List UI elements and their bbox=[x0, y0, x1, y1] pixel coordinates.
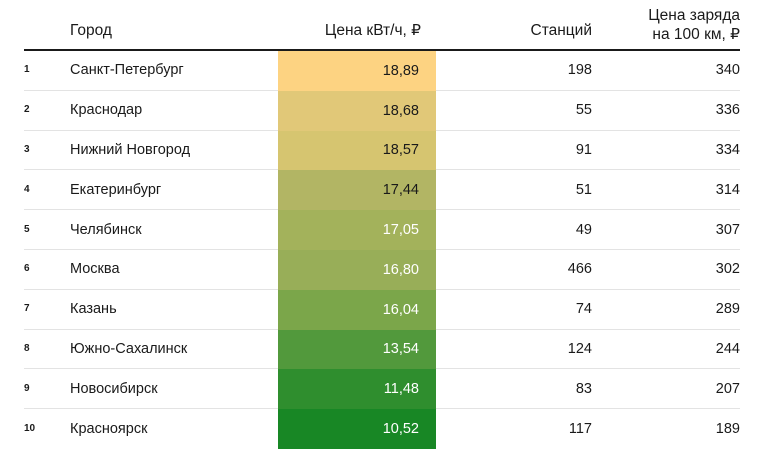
row-price: 17,05 bbox=[382, 222, 419, 239]
row-stations: 198 bbox=[567, 62, 592, 79]
table-row: 7 Казань 16,04 74 289 bbox=[24, 289, 740, 330]
table-row: 8 Южно-Сахалинск 13,54 124 244 bbox=[24, 329, 740, 370]
table-body: 1 Санкт-Петербург 18,89 198 340 2 Краснодар 18,… bbox=[24, 51, 740, 449]
row-stations: 117 bbox=[568, 420, 592, 437]
row-rank: 8 bbox=[24, 342, 30, 354]
row-price: 18,68 bbox=[382, 102, 419, 119]
row-charge-cost: 302 bbox=[715, 261, 740, 278]
row-city: Санкт-Петербург bbox=[70, 62, 184, 79]
row-stations: 49 bbox=[575, 221, 592, 238]
row-price: 11,48 bbox=[383, 381, 419, 398]
price-heat-cell: 10,52 bbox=[278, 409, 436, 449]
row-price: 16,80 bbox=[382, 261, 419, 278]
row-stations: 55 bbox=[575, 102, 592, 119]
row-price: 17,44 bbox=[382, 182, 419, 199]
row-price: 16,04 bbox=[382, 301, 419, 318]
table-row: 5 Челябинск 17,05 49 307 bbox=[24, 210, 740, 250]
price-heat-cell: 13,54 bbox=[278, 329, 436, 370]
price-heat-cell: 16,04 bbox=[278, 289, 436, 330]
row-stations: 83 bbox=[575, 380, 592, 397]
row-rank: 2 bbox=[24, 104, 30, 116]
header-charge-line2: на 100 км, ₽ bbox=[652, 26, 740, 43]
row-city: Южно-Сахалинск bbox=[70, 340, 188, 357]
row-stations: 91 bbox=[575, 141, 592, 158]
price-table: Город Цена кВт/ч, ₽ Станций Цена заряда … bbox=[24, 0, 740, 449]
row-charge-cost: 334 bbox=[715, 141, 740, 158]
header-price: Цена кВт/ч, ₽ bbox=[324, 22, 421, 39]
row-city: Новосибирск bbox=[70, 380, 158, 397]
row-rank: 3 bbox=[24, 143, 30, 155]
price-heat-cell: 18,89 bbox=[278, 51, 436, 91]
row-rank: 9 bbox=[24, 382, 30, 394]
row-charge-cost: 336 bbox=[715, 102, 740, 119]
row-rank: 4 bbox=[24, 183, 30, 195]
row-price: 18,89 bbox=[382, 62, 419, 79]
header-charge-line1: Цена заряда bbox=[648, 7, 740, 24]
row-charge-cost: 189 bbox=[715, 420, 740, 437]
header-charge-cost: Цена заряда на 100 км, ₽ bbox=[648, 6, 740, 44]
table-row: 3 Нижний Новгород 18,57 91 334 bbox=[24, 130, 740, 171]
row-charge-cost: 244 bbox=[715, 340, 740, 357]
row-charge-cost: 340 bbox=[715, 62, 740, 79]
row-city: Красноярск bbox=[70, 420, 148, 437]
table-row: 2 Краснодар 18,68 55 336 bbox=[24, 90, 740, 131]
price-heat-cell: 18,68 bbox=[278, 90, 436, 131]
row-city: Челябинск bbox=[70, 221, 142, 238]
row-stations: 124 bbox=[567, 340, 592, 357]
price-heat-cell: 16,80 bbox=[278, 249, 436, 290]
table-row: 1 Санкт-Петербург 18,89 198 340 bbox=[24, 51, 740, 91]
row-city: Екатеринбург bbox=[70, 181, 162, 198]
table-row: 4 Екатеринбург 17,44 51 314 bbox=[24, 170, 740, 211]
table-row: 10 Красноярск 10,52 117 189 bbox=[24, 409, 740, 449]
row-city: Москва bbox=[70, 261, 120, 278]
row-charge-cost: 289 bbox=[715, 301, 740, 318]
price-heat-cell: 17,44 bbox=[278, 170, 436, 211]
price-heat-cell: 18,57 bbox=[278, 130, 436, 171]
row-stations: 51 bbox=[575, 181, 592, 198]
row-charge-cost: 314 bbox=[715, 181, 740, 198]
row-rank: 1 bbox=[24, 64, 30, 76]
row-rank: 7 bbox=[24, 303, 30, 315]
row-charge-cost: 207 bbox=[715, 380, 740, 397]
header-stations: Станций bbox=[530, 22, 593, 39]
table-row: 6 Москва 16,80 466 302 bbox=[24, 249, 740, 290]
header-city: Город bbox=[70, 22, 112, 39]
row-price: 10,52 bbox=[382, 421, 419, 438]
price-heat-cell: 11,48 bbox=[278, 369, 436, 410]
row-charge-cost: 307 bbox=[715, 221, 740, 238]
row-stations: 466 bbox=[567, 261, 592, 278]
row-rank: 5 bbox=[24, 223, 30, 235]
row-price: 13,54 bbox=[382, 341, 419, 358]
row-rank: 6 bbox=[24, 263, 30, 275]
price-heat-cell: 17,05 bbox=[278, 210, 436, 250]
table-row: 9 Новосибирск 11,48 83 207 bbox=[24, 369, 740, 410]
row-city: Краснодар bbox=[70, 102, 143, 119]
row-city: Казань bbox=[70, 301, 117, 318]
row-city: Нижний Новгород bbox=[70, 141, 191, 158]
row-rank: 10 bbox=[24, 422, 36, 434]
row-stations: 74 bbox=[575, 301, 592, 318]
table-header: Город Цена кВт/ч, ₽ Станций Цена заряда … bbox=[24, 0, 740, 51]
row-price: 18,57 bbox=[382, 142, 419, 159]
